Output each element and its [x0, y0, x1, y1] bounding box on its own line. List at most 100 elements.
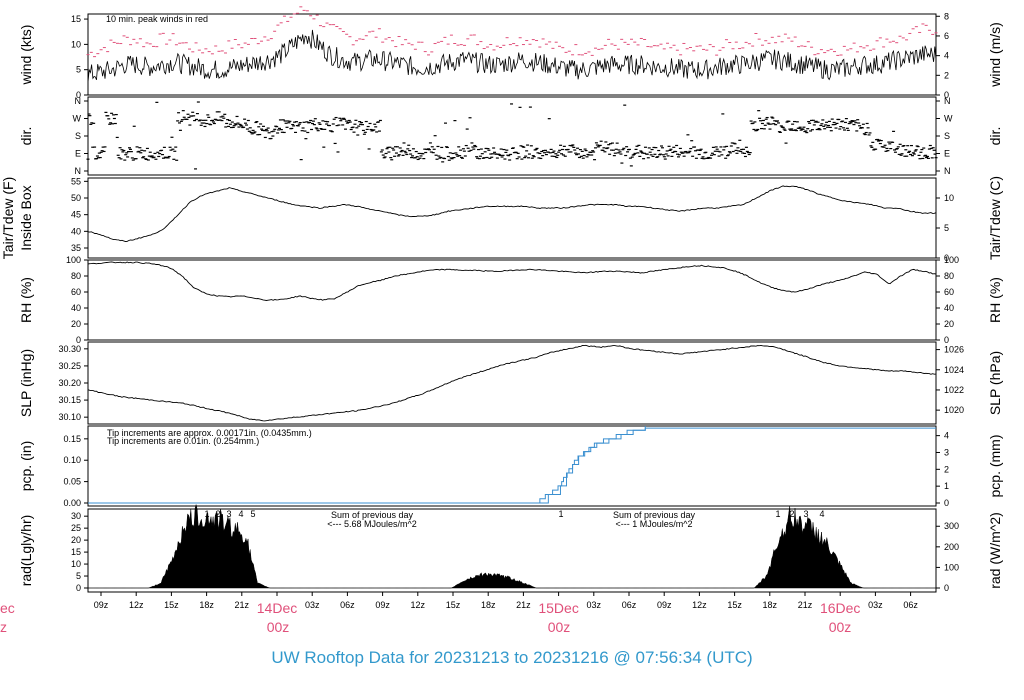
x-tick-label: 03z: [868, 600, 883, 610]
rad-ytick-label-left: 30: [71, 511, 81, 521]
x-day-hour-label: z: [0, 619, 7, 635]
footer-time: 07:56:34: [635, 648, 702, 667]
rad-annotation: <--- 5.68 MJoules/m^2: [327, 519, 417, 529]
dir-ylabel-right: dir.: [987, 127, 1003, 146]
x-tick-label: 06z: [622, 600, 637, 610]
wind-ytick-label-left: 10: [71, 39, 81, 49]
temp-ytick-label-right: 5: [944, 223, 949, 233]
dir-ytick-label-right: N: [944, 96, 951, 106]
rad-ytick-label-right: 0: [944, 583, 949, 593]
dir-ytick-label-left: E: [75, 149, 81, 159]
dir-ytick-label-left: W: [73, 114, 82, 124]
pcp-ytick-label-right: 1: [944, 481, 949, 491]
temp-ytick-label-right: 10: [944, 193, 954, 203]
temp-ytick-label-left: 55: [71, 176, 81, 186]
x-day-hour-label: 00z: [267, 619, 290, 635]
x-tick-label: 12z: [411, 600, 426, 610]
rh-series: [87, 261, 937, 301]
temp-ylabel-left2: Inside Box: [18, 185, 34, 250]
temp-ytick-label-left: 40: [71, 226, 81, 236]
x-tick-label: 06z: [903, 600, 918, 610]
x-tick-label: 21z: [516, 600, 531, 610]
pcp-ylabel-left: pcp. (in): [18, 441, 34, 492]
pcp-ytick-label-left: 0.00: [63, 498, 81, 508]
rad-area: [88, 504, 936, 589]
x-tick-label: 09z: [375, 600, 390, 610]
rad-annotation: <--- 1 MJoules/m^2: [616, 519, 693, 529]
x-tick-label: 03z: [587, 600, 602, 610]
dir-ytick-label-left: N: [75, 166, 82, 176]
pcp-ytick-label-right: 4: [944, 431, 949, 441]
x-day-hour-label: 00z: [829, 619, 852, 635]
rh-ytick-label-left: 60: [71, 287, 81, 297]
pcp-ytick-label-right: 3: [944, 447, 949, 457]
dir-ytick-label-left: S: [75, 131, 81, 141]
rad-hour-marker: 4: [238, 509, 243, 519]
footer-end-date: 20231216: [533, 648, 609, 667]
rad-annotation: Sum of previous day: [331, 510, 414, 520]
wind-ylabel-left: wind (kts): [18, 25, 34, 86]
rad-hour-marker: 2: [215, 509, 220, 519]
slp-ylabel-left: SLP (inHg): [18, 349, 34, 417]
x-tick-label: 15z: [727, 600, 742, 610]
wind-ytick-label-right: 6: [944, 31, 949, 41]
temp-ylabel-right: Tair/Tdew (C): [987, 176, 1003, 260]
slp-ytick-label-right: 1020: [944, 405, 964, 415]
temp-ytick-label-left: 35: [71, 243, 81, 253]
rh-frame: [87, 259, 937, 341]
dir-ytick-label-right: S: [944, 131, 950, 141]
rh-ytick-label-left: 100: [66, 255, 81, 265]
rh-ytick-label-left: 0: [76, 335, 81, 345]
pcp-ytick-label-left: 0.10: [63, 455, 81, 465]
footer-title: UW Rooftop Data for 20231213 to 20231216…: [0, 648, 1024, 668]
wind-ytick-label-left: 15: [71, 14, 81, 24]
rad-hour-marker: 1: [558, 509, 563, 519]
x-day-hour-label: 00z: [548, 619, 571, 635]
rad-ytick-label-right: 300: [944, 521, 959, 531]
x-tick-label: 12z: [692, 600, 707, 610]
rh-ylabel-left: RH (%): [18, 277, 34, 323]
x-axis: 09z 12z 15z 18z 21z 14Dec 03z 06z 09z 12z 15z 18z 21…: [0, 592, 918, 635]
rh-ytick-label-right: 0: [944, 335, 949, 345]
wind-ytick-label-right: 0: [944, 90, 949, 100]
x-tick-label: 21z: [235, 600, 250, 610]
rh-ytick-label-right: 40: [944, 303, 954, 313]
pcp-ytick-label-left: 0.05: [63, 477, 81, 487]
slp-ytick-label-left: 30.30: [58, 344, 81, 354]
footer-prefix: UW Rooftop Data for: [271, 648, 430, 667]
rad-annotation: Sum of previous day: [613, 510, 696, 520]
slp-frame: [87, 341, 937, 425]
pcp-ytick-label-left: 0.15: [63, 434, 81, 444]
wind-frame: [87, 13, 937, 96]
slp-ytick-label-right: 1026: [944, 345, 964, 355]
x-tick-label: 06z: [340, 600, 355, 610]
rad-hour-marker: 3: [226, 509, 231, 519]
rh-ytick-label-left: 80: [71, 271, 81, 281]
slp-ytick-label-left: 30.25: [58, 361, 81, 371]
footer-at: @: [613, 648, 631, 667]
rad-ytick-label-left: 15: [71, 547, 81, 557]
temp-ytick-label-left: 50: [71, 193, 81, 203]
rh-ytick-label-right: 20: [944, 319, 954, 329]
rad-ytick-label-left: 20: [71, 535, 81, 545]
dir-ytick-label-right: N: [944, 166, 951, 176]
rad-hour-marker: 5: [250, 509, 255, 519]
rad-ytick-label-right: 100: [944, 562, 959, 572]
rh-ytick-label-right: 60: [944, 287, 954, 297]
footer-start-date: 20231213: [433, 648, 510, 667]
wind-ytick-label-right: 4: [944, 51, 949, 61]
dir-ylabel-left: dir.: [18, 127, 34, 146]
slp-ytick-label-left: 30.10: [58, 412, 81, 422]
pcp-ylabel-right: pcp. (mm): [987, 435, 1003, 498]
x-tick-label: 03z: [305, 600, 320, 610]
rad-ylabel-left: rad(Lgly/hr): [18, 515, 34, 587]
x-tick-label: 12z: [129, 600, 144, 610]
wind-ytick-label-right: 8: [944, 11, 949, 21]
pcp-note-approx: Tip increments are approx. 0.00171in. (0…: [107, 428, 312, 438]
temp-ytick-label-left: 45: [71, 210, 81, 220]
rad-hour-marker: 1: [204, 509, 209, 519]
rad-hour-marker: 4: [819, 509, 824, 519]
x-tick-label: 21z: [798, 600, 813, 610]
wind-ytick-label-left: 0: [76, 90, 81, 100]
x-day-label: ec: [0, 600, 15, 616]
